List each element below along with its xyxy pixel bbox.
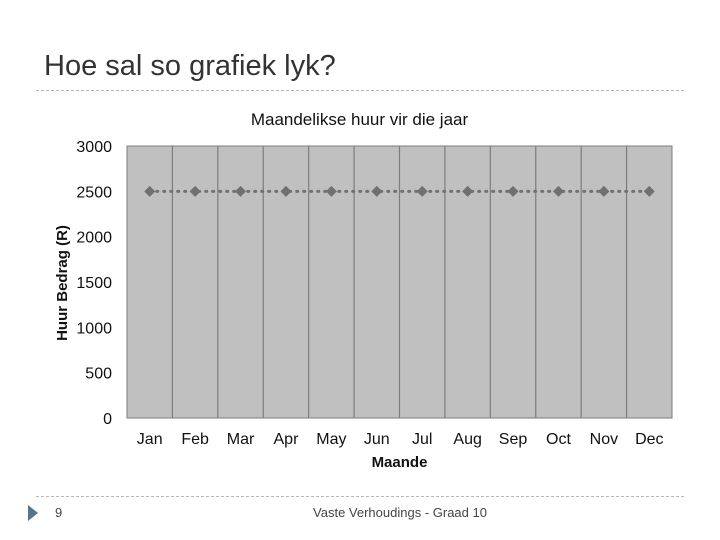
x-tick-label: Jul [412,431,432,448]
y-tick-label: 500 [85,366,112,383]
title-divider [36,90,684,91]
y-tick-label: 2000 [76,230,112,247]
x-tick-label: Mar [227,431,255,448]
footer-divider [36,496,684,497]
data-point [598,185,610,197]
data-point [280,185,292,197]
data-point [552,185,564,197]
x-tick-label: Dec [635,431,663,448]
x-tick-label: Apr [274,431,300,448]
triangle-marker-icon [28,505,38,521]
y-tick-label: 2500 [76,184,112,201]
chart-title: Maandelikse huur vir die jaar [251,110,469,129]
x-axis-label: Maande [372,454,428,471]
data-point [325,185,337,197]
data-point [235,185,247,197]
y-tick-label: 1000 [76,320,112,337]
data-point [643,185,655,197]
x-tick-label: Nov [590,431,618,448]
x-tick-label: Aug [453,431,481,448]
footer-text: Vaste Verhoudings - Graad 10 [313,505,487,520]
slide-title: Hoe sal so grafiek lyk? [44,50,336,82]
data-point [371,185,383,197]
page-number: 9 [55,505,63,520]
data-point [144,185,156,197]
x-tick-label: Jan [137,431,163,448]
x-tick-label: Feb [181,431,209,448]
x-tick-label: Sep [499,431,528,448]
y-tick-label: 3000 [76,139,112,156]
y-tick-label: 1500 [76,275,112,292]
x-tick-label: Jun [364,431,390,448]
data-point [507,185,519,197]
y-axis-label: Huur Bedrag (R) [54,225,71,341]
y-tick-label: 0 [103,411,112,428]
data-point [462,185,474,197]
data-point [189,185,201,197]
x-tick-label: May [316,431,346,448]
x-tick-label: Oct [546,431,571,448]
data-point [416,185,428,197]
